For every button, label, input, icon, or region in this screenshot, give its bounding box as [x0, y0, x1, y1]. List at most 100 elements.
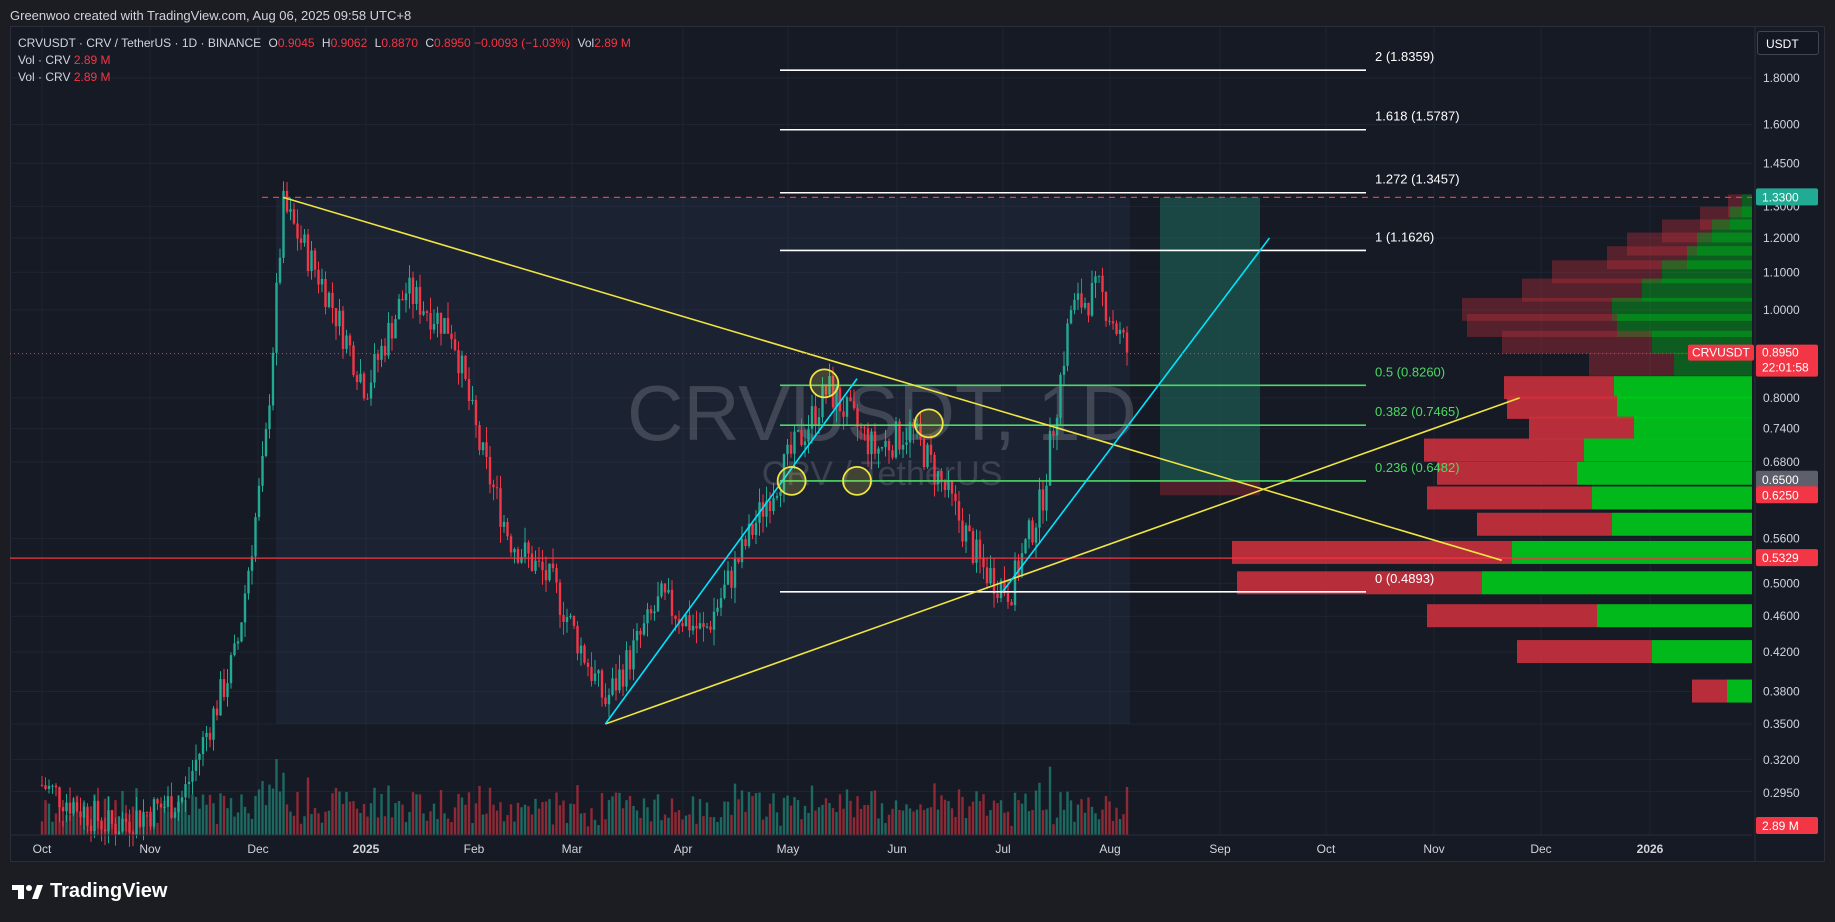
candle-body — [1118, 329, 1122, 334]
candle-body — [919, 423, 922, 439]
candle-body — [614, 678, 618, 691]
candle-body — [803, 441, 807, 446]
volume-bar — [1027, 811, 1031, 835]
candle-body — [306, 234, 310, 272]
volume-bar — [586, 826, 590, 835]
price-axis-tag-text: 0.5329 — [1762, 551, 1799, 565]
grid-lines — [10, 27, 1752, 835]
volume-bar — [205, 804, 208, 835]
candle-body — [240, 622, 243, 642]
tradingview-logo-icon — [10, 883, 44, 901]
volume-bar — [114, 800, 117, 835]
candle-body — [611, 678, 614, 695]
candle-body — [418, 286, 422, 315]
candle-body — [243, 593, 247, 623]
volume-profile-up-bar — [1697, 232, 1752, 256]
legend-ohlc-row: CRVUSDT · CRV / TetherUS · 1D · BINANCE … — [18, 35, 631, 52]
volume-bar — [1010, 825, 1013, 835]
candle-body — [495, 487, 499, 489]
volume-bar — [726, 801, 730, 835]
candle-body — [1097, 275, 1101, 277]
candle-body — [222, 679, 226, 698]
volume-profile-up-bar — [1597, 604, 1752, 628]
volume-bar — [656, 794, 660, 835]
volume-bar — [100, 819, 103, 835]
time-axis-tick: Jul — [995, 842, 1010, 856]
candle-body — [390, 322, 394, 339]
volume-bar — [989, 810, 992, 835]
volume-bar — [705, 802, 709, 835]
candle-body — [796, 430, 800, 432]
candle-body — [894, 421, 898, 458]
volume-profile-down-bar — [1662, 219, 1712, 243]
candle-body — [425, 311, 429, 313]
candle-body — [625, 650, 628, 687]
volume-bar — [614, 792, 618, 835]
candle-body — [401, 298, 404, 301]
candle-body — [233, 643, 236, 656]
highlight-circle — [809, 368, 840, 399]
volume-bar — [404, 822, 408, 835]
candle-body — [688, 615, 691, 631]
volume-profile-up-bar — [1687, 246, 1752, 270]
volume-bar — [212, 803, 215, 835]
volume-bar — [184, 800, 187, 835]
candle-body — [730, 570, 733, 588]
volume-bar — [436, 819, 439, 835]
candle-body — [922, 438, 926, 468]
candle-body — [576, 625, 579, 654]
volume-bar — [863, 804, 866, 835]
candle-body — [719, 598, 723, 608]
candle-body — [845, 397, 849, 417]
candle-body — [1066, 323, 1069, 366]
candle-body — [534, 560, 537, 571]
candle-body — [471, 399, 474, 402]
volume-bar — [1017, 800, 1020, 835]
footer-brand[interactable]: TradingView — [10, 880, 167, 903]
legend-change: −0.0093 (−1.03%) — [474, 36, 571, 50]
volume-bar — [1090, 806, 1094, 835]
volume-bar — [1038, 782, 1041, 835]
volume-bar — [723, 801, 726, 835]
candle-body — [891, 450, 894, 458]
candle-body — [1024, 539, 1027, 554]
volume-bar — [625, 800, 628, 835]
volume-bar — [856, 796, 859, 835]
volume-bar — [551, 824, 555, 835]
candle-body — [558, 582, 562, 615]
volume-bar — [789, 805, 793, 835]
volume-bar — [992, 800, 996, 835]
candle-body — [709, 626, 712, 630]
volume-bar — [758, 792, 761, 835]
volume-bar — [65, 815, 68, 835]
volume-bar — [744, 811, 747, 835]
candle-body — [338, 310, 341, 327]
time-axis-tick: Dec — [247, 842, 268, 856]
volume-bars — [40, 759, 1129, 835]
volume-profile-down-bar — [1424, 438, 1584, 462]
volume-bar — [964, 818, 968, 835]
legend-volume-row-1[interactable]: Vol · CRV 2.89 M — [18, 52, 631, 69]
volume-bar — [733, 783, 737, 835]
candle-body — [810, 406, 814, 429]
candle-body — [488, 456, 492, 485]
volume-bar — [849, 800, 852, 835]
candle-body — [957, 500, 961, 521]
volume-profile-down-bar — [1462, 297, 1612, 321]
currency-button[interactable]: USDT — [1757, 31, 1819, 55]
volume-bar — [156, 822, 159, 835]
volume-bar — [369, 803, 373, 835]
candle-body — [632, 640, 635, 670]
volume-bar — [884, 823, 887, 835]
volume-profile-up-bar — [1612, 297, 1752, 321]
candle-body — [947, 480, 950, 491]
candle-body — [1090, 282, 1094, 316]
candle-body — [520, 556, 523, 563]
legend-symbol[interactable]: CRVUSDT · CRV / TetherUS · 1D · BINANCE — [18, 36, 262, 50]
candle-body — [1003, 580, 1006, 594]
legend-volume-row-2[interactable]: Vol · CRV 2.89 M — [18, 69, 631, 86]
candle-body — [1034, 527, 1038, 543]
volume-bar — [901, 810, 905, 835]
volume-bar — [677, 810, 681, 835]
